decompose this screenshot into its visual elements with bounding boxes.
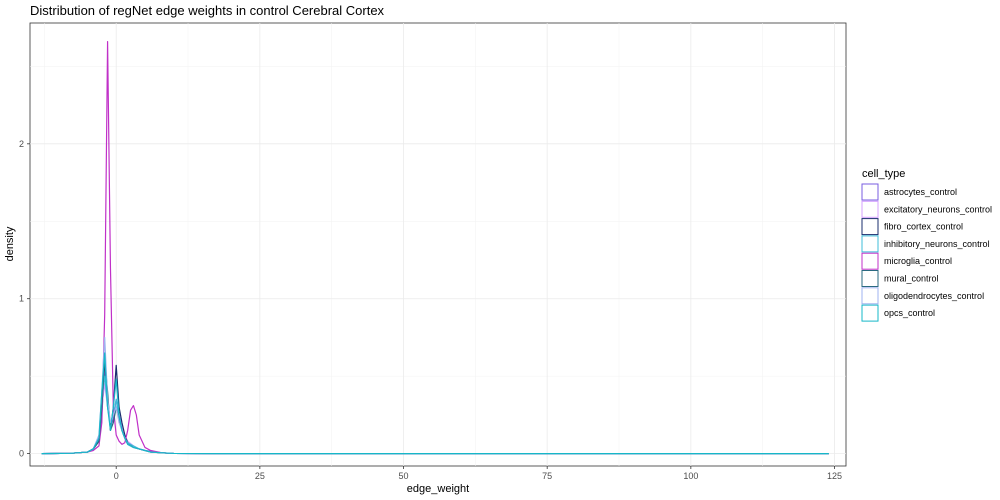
grid-major [30, 23, 846, 466]
y-tick-label: 2 [19, 139, 24, 149]
y-axis-title: density [4, 226, 16, 261]
legend-label: microglia_control [884, 256, 952, 266]
grid-minor [30, 23, 846, 466]
y-axis: 0 1 2 [19, 139, 30, 459]
legend-key-fibro_cortex_control [861, 218, 879, 236]
legend-label: excitatory_neurons_control [884, 204, 992, 214]
legend-label: inhibitory_neurons_control [884, 239, 990, 249]
legend-label: mural_control [884, 274, 939, 284]
series-line-microglia_control [41, 40, 829, 455]
legend-key-astrocytes_control [861, 183, 879, 201]
legend-label: oligodendrocytes_control [884, 291, 984, 301]
legend-key-excitatory_neurons_control [861, 200, 879, 218]
legend-key-inhibitory_neurons_control [861, 235, 879, 253]
legend-title: cell_type [862, 168, 905, 180]
legend-label: opcs_control [884, 308, 935, 318]
series-lines [41, 40, 829, 455]
x-axis-title: edge_weight [407, 483, 469, 495]
y-tick-label: 1 [19, 294, 24, 304]
legend-key-microglia_control [861, 252, 879, 270]
x-tick-label: 100 [683, 471, 698, 481]
x-tick-label: 50 [399, 471, 409, 481]
x-axis: 0 25 50 75 100 125 [114, 466, 842, 481]
legend: astrocytes_control excitatory_neurons_con… [861, 183, 992, 322]
plot-panel [29, 22, 847, 467]
legend-key-oligodendrocytes_control [861, 287, 879, 305]
y-tick-label: 0 [19, 449, 24, 459]
x-tick-label: 75 [542, 471, 552, 481]
x-tick-label: 25 [255, 471, 265, 481]
legend-label: astrocytes_control [884, 187, 957, 197]
chart-title: Distribution of regNet edge weights in c… [30, 3, 385, 18]
x-tick-label: 125 [827, 471, 842, 481]
legend-key-opcs_control [861, 304, 879, 322]
x-tick-label: 0 [114, 471, 119, 481]
series-line-opcs_control [41, 352, 829, 455]
legend-label: fibro_cortex_control [884, 222, 963, 232]
legend-key-mural_control [861, 270, 879, 287]
